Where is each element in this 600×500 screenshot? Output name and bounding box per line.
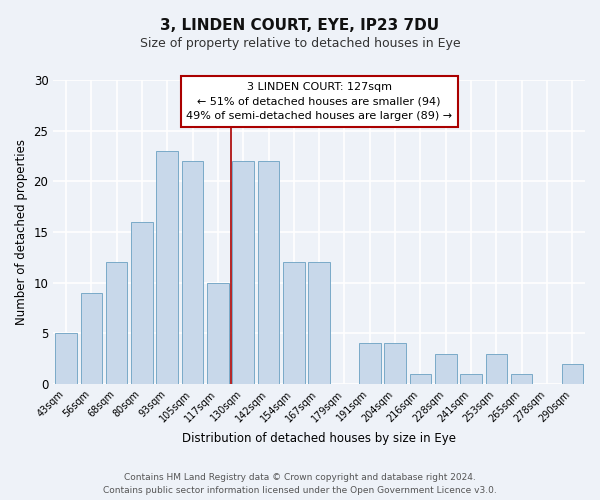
Text: Contains HM Land Registry data © Crown copyright and database right 2024.
Contai: Contains HM Land Registry data © Crown c…	[103, 474, 497, 495]
Text: 3, LINDEN COURT, EYE, IP23 7DU: 3, LINDEN COURT, EYE, IP23 7DU	[160, 18, 440, 32]
Bar	[182, 161, 203, 384]
X-axis label: Distribution of detached houses by size in Eye: Distribution of detached houses by size …	[182, 432, 456, 445]
Bar	[106, 262, 127, 384]
Bar	[562, 364, 583, 384]
Text: Size of property relative to detached houses in Eye: Size of property relative to detached ho…	[140, 38, 460, 51]
Bar	[207, 282, 229, 384]
Bar	[283, 262, 305, 384]
Bar	[55, 333, 77, 384]
Bar	[80, 292, 102, 384]
Bar	[232, 161, 254, 384]
Bar	[460, 374, 482, 384]
Bar	[157, 151, 178, 384]
Bar	[308, 262, 330, 384]
Bar	[385, 344, 406, 384]
Bar	[511, 374, 532, 384]
Bar	[435, 354, 457, 384]
Y-axis label: Number of detached properties: Number of detached properties	[15, 139, 28, 325]
Bar	[485, 354, 507, 384]
Bar	[258, 161, 279, 384]
Bar	[410, 374, 431, 384]
Bar	[359, 344, 380, 384]
Text: 3 LINDEN COURT: 127sqm
← 51% of detached houses are smaller (94)
49% of semi-det: 3 LINDEN COURT: 127sqm ← 51% of detached…	[186, 82, 452, 121]
Bar	[131, 222, 152, 384]
